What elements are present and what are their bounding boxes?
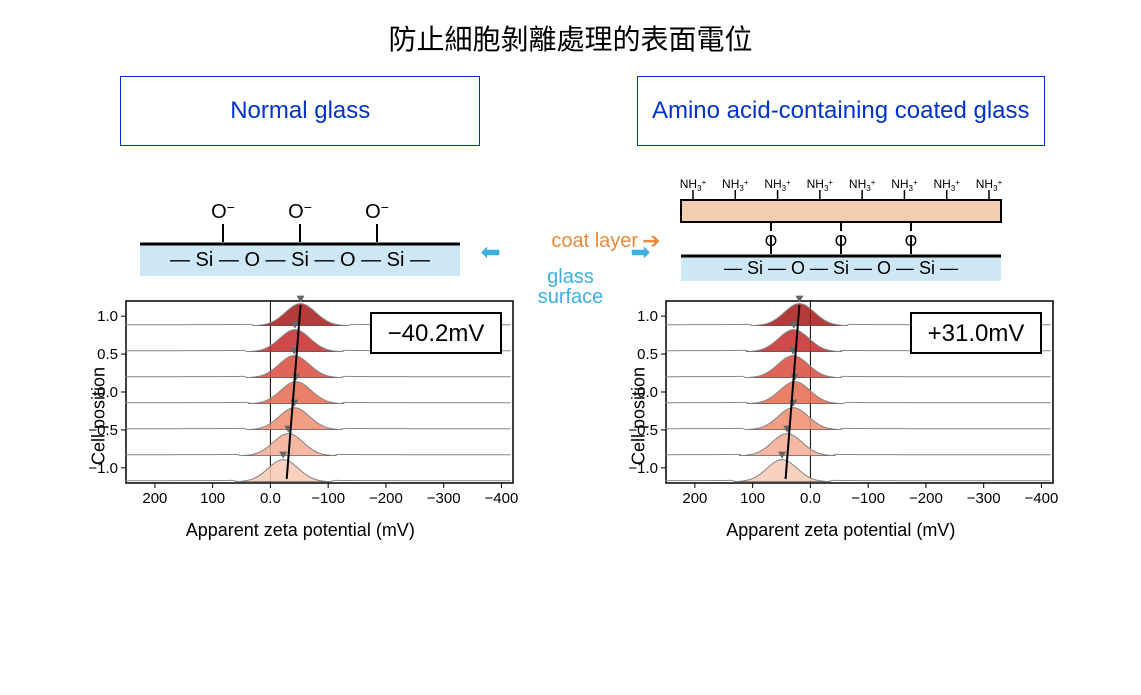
svg-text:−300: −300 [967, 490, 1001, 507]
svg-text:100: 100 [200, 490, 225, 507]
svg-text:NH3+: NH3+ [764, 177, 791, 193]
left-chart: 2001000.0−100−200−300−4001.00.50.0−0.5−1… [78, 291, 523, 513]
svg-text:200: 200 [142, 490, 167, 507]
svg-text:NH3+: NH3+ [806, 177, 833, 193]
right-schematic: — Si — O — Si — O — Si — O O O NH3+ NH3+ N… [651, 176, 1031, 281]
svg-text:−300: −300 [427, 490, 461, 507]
svg-text:−40.2mV: −40.2mV [387, 320, 484, 347]
left-x-axis-label: Apparent zeta potential (mV) [78, 520, 523, 541]
left-label-text: Normal glass [230, 97, 370, 126]
svg-text:O: O [765, 233, 777, 250]
middle-labels: coat layer ➔ ⬅ ➡ glass surface [481, 228, 661, 307]
page-title: 防止細胞剝離處理的表面電位 [0, 0, 1141, 66]
svg-text:200: 200 [683, 490, 708, 507]
svg-text:O−: O− [211, 199, 235, 223]
right-label-text: Amino acid-containing coated glass [652, 97, 1030, 126]
arrow-right-icon-2: ➡ [630, 238, 650, 267]
right-schematic-svg: — Si — O — Si — O — Si — O O O NH3+ NH3+ N… [651, 176, 1031, 281]
svg-text:100: 100 [740, 490, 765, 507]
svg-text:−100: −100 [852, 490, 886, 507]
svg-text:NH3+: NH3+ [680, 177, 707, 193]
svg-text:+31.0mV: +31.0mV [928, 320, 1025, 347]
svg-text:O−: O− [365, 199, 389, 223]
glass-surface-label: glass surface [481, 267, 661, 307]
svg-text:1.0: 1.0 [97, 308, 118, 325]
right-chart: 2001000.0−100−200−300−4001.00.50.0−0.5−1… [618, 291, 1063, 513]
left-schematic-svg: — Si — O — Si — O — Si — O− O− O− [110, 176, 490, 281]
svg-text:0.5: 0.5 [637, 346, 658, 363]
right-chart-wrap: Cell position 200 100 0.0 −100 −200 −300 −400 1… [618, 291, 1063, 541]
right-column: Amino acid-containing coated glass — Si … [581, 76, 1102, 541]
right-x-axis-label: Apparent zeta potential (mV) [618, 520, 1063, 541]
left-chart-wrap: Cell position 200 100 0.0 −100 −200 −300 −400 1… [78, 291, 523, 541]
svg-text:NH3+: NH3+ [722, 177, 749, 193]
svg-text:O: O [905, 233, 917, 250]
svg-text:— Si — O — Si — O — Si —: — Si — O — Si — O — Si — [724, 258, 958, 278]
glass-label-1: glass [547, 267, 594, 287]
svg-text:NH3+: NH3+ [976, 177, 1003, 193]
glass-label-2: surface [538, 287, 604, 307]
svg-text:−400: −400 [484, 490, 518, 507]
svg-text:O: O [835, 233, 847, 250]
svg-text:−200: −200 [369, 490, 403, 507]
left-y-axis-label: Cell position [88, 367, 109, 465]
arrow-left-icon: ⬅ [481, 238, 501, 267]
svg-text:0.0: 0.0 [800, 490, 821, 507]
svg-text:NH3+: NH3+ [933, 177, 960, 193]
svg-text:O−: O− [288, 199, 312, 223]
left-label-box: Normal glass [120, 76, 480, 146]
svg-text:−400: −400 [1025, 490, 1059, 507]
left-column: Normal glass — Si — O — Si — O — Si — O−… [40, 76, 561, 541]
svg-text:NH3+: NH3+ [891, 177, 918, 193]
right-y-axis-label: Cell position [629, 367, 650, 465]
right-label-box: Amino acid-containing coated glass [637, 76, 1045, 146]
svg-text:NH3+: NH3+ [849, 177, 876, 193]
svg-text:−100: −100 [311, 490, 345, 507]
svg-text:−200: −200 [909, 490, 943, 507]
svg-text:0.5: 0.5 [97, 346, 118, 363]
svg-text:0.0: 0.0 [260, 490, 281, 507]
left-schematic: — Si — O — Si — O — Si — O− O− O− [110, 176, 490, 281]
svg-text:— Si — O — Si — O — Si —: — Si — O — Si — O — Si — [170, 249, 430, 271]
coat-layer-text: coat layer [551, 230, 638, 253]
svg-text:1.0: 1.0 [637, 308, 658, 325]
